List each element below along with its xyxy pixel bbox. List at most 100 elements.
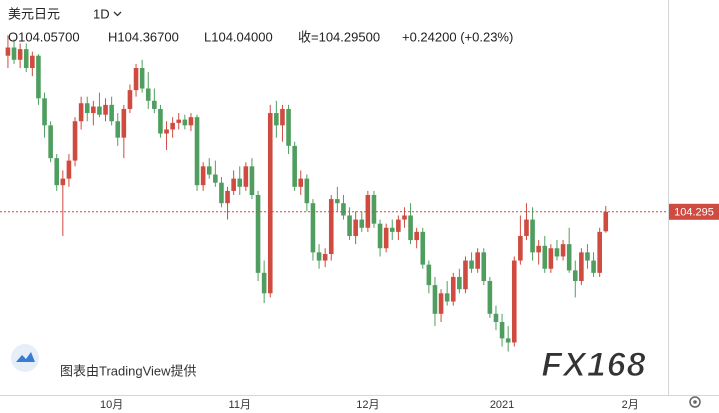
candle-body [341, 203, 346, 216]
candle [469, 252, 474, 273]
candle-body [66, 160, 72, 179]
candle-body [261, 272, 267, 294]
gear-icon[interactable] [689, 396, 701, 408]
candle [127, 84, 133, 114]
candle-body [97, 106, 102, 115]
candle-body [402, 215, 407, 220]
candle-body [292, 145, 297, 187]
candle-body [420, 231, 426, 265]
candle-body [231, 178, 236, 191]
candle-body [499, 321, 505, 339]
interval[interactable]: 1D [93, 6, 110, 21]
candle-body [414, 231, 419, 241]
candle [237, 166, 243, 195]
candle [597, 227, 602, 277]
candle-body [170, 122, 175, 130]
candle-body [42, 98, 47, 126]
candle [17, 43, 23, 69]
candle-body [121, 108, 127, 138]
candle-body [585, 252, 590, 261]
candle [316, 244, 322, 269]
candle-body [444, 293, 450, 302]
candle-body [560, 244, 566, 257]
candle [78, 96, 84, 130]
candle-body [493, 313, 499, 322]
candle-body [109, 104, 114, 122]
candle-body [237, 178, 243, 187]
candle-body [213, 174, 218, 183]
candle [121, 104, 127, 159]
candle [292, 141, 297, 191]
candle-body [225, 190, 230, 204]
ohlc-high: H104.36700 [108, 29, 179, 44]
candle [115, 113, 121, 146]
candle-body [426, 264, 432, 286]
attribution[interactable]: 图表由TradingView提供 [11, 344, 197, 378]
attribution-text: 图表由TradingView提供 [60, 363, 197, 378]
candle [304, 174, 310, 212]
candle [30, 51, 35, 77]
candle [548, 244, 554, 273]
candle [206, 158, 212, 179]
candle-body [255, 195, 261, 273]
candle [530, 207, 535, 261]
candle-body [30, 55, 35, 69]
candle-body [572, 270, 578, 282]
candle-body [72, 121, 78, 161]
candle [261, 260, 267, 304]
candle [402, 207, 407, 228]
candle-body [322, 253, 328, 261]
candle [438, 289, 444, 322]
candle-body [475, 252, 480, 269]
candle [133, 63, 139, 97]
candle-body [469, 260, 474, 269]
candle [274, 100, 279, 138]
candle-body [91, 106, 96, 114]
candle-body [280, 108, 285, 126]
candle-body [548, 248, 554, 269]
candle-body [511, 260, 517, 343]
candle-body [597, 231, 602, 273]
candle-body [127, 90, 133, 109]
candle [152, 88, 157, 114]
candle-body [487, 281, 493, 314]
candle [481, 248, 487, 286]
candle-body [54, 158, 60, 186]
candle-body [200, 166, 206, 186]
candle-body [432, 285, 438, 314]
candle-body [603, 211, 609, 232]
candle-body [5, 47, 11, 56]
candle [225, 186, 230, 220]
candle-body [298, 178, 304, 187]
ohlc-open: O104.05700 [8, 29, 80, 44]
candle-body [408, 215, 413, 241]
candle [591, 252, 596, 277]
candle [213, 160, 218, 187]
candle [347, 207, 352, 241]
candle-body [377, 223, 383, 249]
candle [5, 35, 11, 69]
settings-button[interactable] [689, 396, 701, 408]
candle [176, 113, 182, 130]
interval-chevron[interactable] [113, 11, 122, 17]
ohlc-close: 收=104.29500 [298, 29, 380, 44]
candle [383, 223, 389, 253]
logo: FX168 [541, 346, 646, 384]
candle-body [23, 49, 29, 69]
candle [194, 114, 200, 191]
candle [432, 276, 438, 327]
candle-body [554, 248, 560, 257]
x-tick-label: 12月 [356, 399, 379, 411]
candle [23, 43, 29, 73]
candle-body [188, 117, 194, 126]
candle-body [139, 68, 145, 89]
x-tick-label: 2021 [490, 399, 514, 411]
candle [450, 272, 456, 306]
candle-body [524, 219, 529, 236]
candle-body [310, 203, 316, 253]
candle-body [182, 119, 188, 126]
candle [84, 96, 90, 122]
candle [389, 219, 395, 241]
